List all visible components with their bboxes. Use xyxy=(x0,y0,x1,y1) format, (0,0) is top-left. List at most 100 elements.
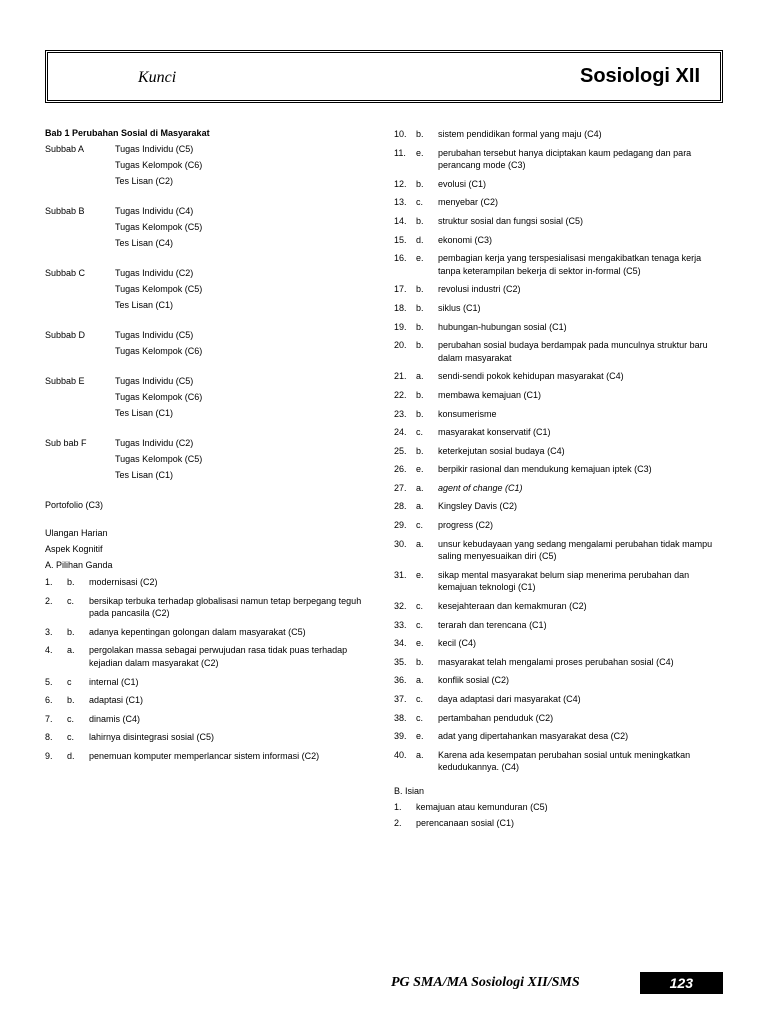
subbab-item: Tugas Kelompok (C6) xyxy=(115,160,374,170)
answer-text: sendi-sendi pokok kehidupan masyarakat (… xyxy=(438,370,723,383)
answer-row: 8.c.lahirnya disintegrasi sosial (C5) xyxy=(45,731,374,744)
answer-text: lahirnya disintegrasi sosial (C5) xyxy=(89,731,374,744)
answer-number: 36. xyxy=(394,674,416,687)
isian-row: 2.perencanaan sosial (C1) xyxy=(394,818,723,828)
subbab-content: Tugas Individu (C2)Tugas Kelompok (C5)Te… xyxy=(115,268,374,316)
portofolio-label: Portofolio (C3) xyxy=(45,500,374,510)
answer-text: Karena ada kesempatan perubahan sosial u… xyxy=(438,749,723,774)
answer-row: 21.a.sendi-sendi pokok kehidupan masyara… xyxy=(394,370,723,383)
subbab-block: Subbab DTugas Individu (C5)Tugas Kelompo… xyxy=(45,330,374,362)
answer-row: 12.b.evolusi (C1) xyxy=(394,178,723,191)
subbab-label: Subbab A xyxy=(45,144,115,192)
answer-number: 21. xyxy=(394,370,416,383)
isian-label: B. Isian xyxy=(394,786,723,796)
subbab-item: Tugas Kelompok (C5) xyxy=(115,284,374,294)
answer-text: masyarakat telah mengalami proses peruba… xyxy=(438,656,723,669)
answer-row: 5.cinternal (C1) xyxy=(45,676,374,689)
answer-number: 28. xyxy=(394,500,416,513)
subbab-block: Subbab ATugas Individu (C5)Tugas Kelompo… xyxy=(45,144,374,192)
answer-letter: b. xyxy=(416,283,438,296)
answer-text: adanya kepentingan golongan dalam masyar… xyxy=(89,626,374,639)
answer-text: konsumerisme xyxy=(438,408,723,421)
answer-letter: c xyxy=(67,676,89,689)
answer-number: 26. xyxy=(394,463,416,476)
answer-letter: c. xyxy=(67,713,89,726)
answer-text: daya adaptasi dari masyarakat (C4) xyxy=(438,693,723,706)
answer-row: 11.e.perubahan tersebut hanya diciptakan… xyxy=(394,147,723,172)
subbab-content: Tugas Individu (C5)Tugas Kelompok (C6) xyxy=(115,330,374,362)
answer-letter: e. xyxy=(416,463,438,476)
subbab-item: Tugas Kelompok (C5) xyxy=(115,454,374,464)
subbab-label: Subbab B xyxy=(45,206,115,254)
answer-number: 40. xyxy=(394,749,416,774)
answer-letter: c. xyxy=(67,595,89,620)
answer-row: 4.a.pergolakan massa sebagai perwujudan … xyxy=(45,644,374,669)
answer-row: 39.e.adat yang dipertahankan masyarakat … xyxy=(394,730,723,743)
answer-text: perubahan sosial budaya berdampak pada m… xyxy=(438,339,723,364)
answer-text: pergolakan massa sebagai perwujudan rasa… xyxy=(89,644,374,669)
answer-text: sistem pendidikan formal yang maju (C4) xyxy=(438,128,723,141)
subbab-block: Sub bab FTugas Individu (C2) Tugas Kelomp… xyxy=(45,438,374,486)
answer-row: 30.a.unsur kebudayaan yang sedang mengal… xyxy=(394,538,723,563)
kunci-label: Kunci xyxy=(138,69,176,87)
subbab-item: Tugas Individu (C5) xyxy=(115,376,374,386)
isian-text: perencanaan sosial (C1) xyxy=(416,818,514,828)
answer-text: struktur sosial dan fungsi sosial (C5) xyxy=(438,215,723,228)
answer-row: 9.d.penemuan komputer memperlancar siste… xyxy=(45,750,374,763)
answer-number: 24. xyxy=(394,426,416,439)
ulangan-label: Ulangan Harian xyxy=(45,528,374,538)
answer-text: menyebar (C2) xyxy=(438,196,723,209)
answer-row: 6.b.adaptasi (C1) xyxy=(45,694,374,707)
subbab-content: Tugas Individu (C4)Tugas Kelompok (C5)Te… xyxy=(115,206,374,254)
answer-row: 28.a.Kingsley Davis (C2) xyxy=(394,500,723,513)
subbab-label: Sub bab F xyxy=(45,438,115,486)
answer-text: perubahan tersebut hanya diciptakan kaum… xyxy=(438,147,723,172)
answer-letter: b. xyxy=(416,215,438,228)
answer-number: 15. xyxy=(394,234,416,247)
answer-number: 5. xyxy=(45,676,67,689)
answer-number: 20. xyxy=(394,339,416,364)
answer-number: 13. xyxy=(394,196,416,209)
answer-row: 27.a.agent of change (C1) xyxy=(394,482,723,495)
subbab-item: Tes Lisan (C1) xyxy=(115,408,374,418)
chapter-title: Bab 1 Perubahan Sosial di Masyarakat xyxy=(45,128,374,138)
answer-row: 20.b.perubahan sosial budaya berdampak p… xyxy=(394,339,723,364)
right-column: 10.b.sistem pendidikan formal yang maju … xyxy=(394,128,723,834)
answer-number: 30. xyxy=(394,538,416,563)
answer-letter: c. xyxy=(416,196,438,209)
answer-letter: b. xyxy=(416,321,438,334)
answer-letter: c. xyxy=(416,426,438,439)
answer-row: 17.b.revolusi industri (C2) xyxy=(394,283,723,296)
answer-row: 33.c.terarah dan terencana (C1) xyxy=(394,619,723,632)
answer-letter: b. xyxy=(416,339,438,364)
answer-letter: c. xyxy=(416,619,438,632)
answer-number: 2. xyxy=(45,595,67,620)
pilihan-ganda-label: A. Pilihan Ganda xyxy=(45,560,374,570)
answer-text: adat yang dipertahankan masyarakat desa … xyxy=(438,730,723,743)
answer-number: 37. xyxy=(394,693,416,706)
answer-text: ekonomi (C3) xyxy=(438,234,723,247)
answer-letter: d. xyxy=(67,750,89,763)
answer-text: hubungan-hubungan sosial (C1) xyxy=(438,321,723,334)
answer-text: internal (C1) xyxy=(89,676,374,689)
subbab-item: Tugas Individu (C5) xyxy=(115,330,374,340)
answer-text: masyarakat konservatif (C1) xyxy=(438,426,723,439)
subbab-content: Tugas Individu (C2)Tugas Kelompok (C5)Te… xyxy=(115,438,374,486)
answer-text: modernisasi (C2) xyxy=(89,576,374,589)
answer-text: Kingsley Davis (C2) xyxy=(438,500,723,513)
answer-number: 38. xyxy=(394,712,416,725)
answer-number: 7. xyxy=(45,713,67,726)
page-number: 123 xyxy=(640,972,723,994)
aspek-label: Aspek Kognitif xyxy=(45,544,374,554)
subbab-item: Tugas Individu (C2) xyxy=(115,438,374,448)
answer-text: membawa kemajuan (C1) xyxy=(438,389,723,402)
answer-number: 27. xyxy=(394,482,416,495)
answer-row: 7.c.dinamis (C4) xyxy=(45,713,374,726)
answer-text: bersikap terbuka terhadap globalisasi na… xyxy=(89,595,374,620)
answer-number: 19. xyxy=(394,321,416,334)
answer-row: 34.e.kecil (C4) xyxy=(394,637,723,650)
answer-letter: e. xyxy=(416,252,438,277)
answer-row: 37.c.daya adaptasi dari masyarakat (C4) xyxy=(394,693,723,706)
answer-number: 29. xyxy=(394,519,416,532)
answer-number: 11. xyxy=(394,147,416,172)
